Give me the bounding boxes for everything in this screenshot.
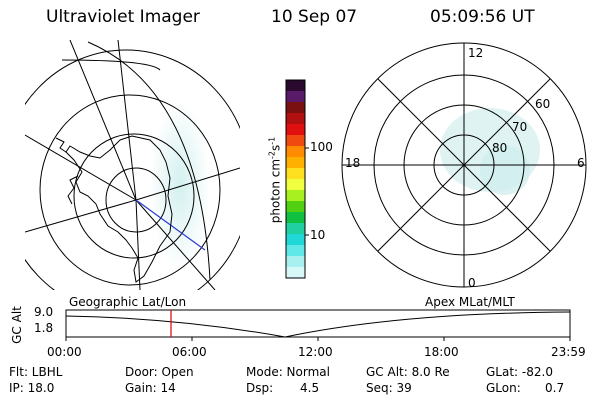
polar-label-12: 12 [468,46,484,60]
polar-label-80: 80 [492,141,508,155]
glon-value: 0.7 [545,381,565,395]
colorbar-band [286,146,305,158]
colorbar-band [286,245,305,257]
colorbar-label-exp2: -1 [267,136,277,145]
timeline-y-bottom: 1.8 [34,321,54,335]
colorbar [286,80,305,279]
aurora-emission [150,100,210,270]
colorbar-band [286,157,305,169]
right-panel-label: Apex MLat/MLT [425,295,515,309]
timeline-x-tick: 18:00 [424,345,459,359]
colorbar-label-unit: photon cm [268,158,283,224]
colorbar-tick-10: 10 [310,228,326,242]
colorbar-frame [285,79,306,279]
glat-status: GLat: -82.0 [486,365,553,379]
colorbar-label-s: s [268,144,283,151]
colorbar-band [286,168,305,180]
timeline-x-tick: 23:59 [551,345,586,359]
timeline-y-top: 9.0 [34,305,54,319]
gc-altitude-status: GC Alt: 8.0 Re [366,365,450,379]
mode-status: Mode: Normal [246,365,330,379]
colorbar-band [286,256,305,268]
colorbar-band [286,91,305,103]
title: Ultraviolet Imager [46,7,200,27]
polar-label-70: 70 [512,120,528,134]
polar-label-60: 60 [535,97,551,111]
door-status: Door: Open [125,365,194,379]
colorbar-tick-100: 100 [310,140,333,154]
timeline-axis-label: GC Alt [10,306,24,344]
sequence-status: Seq: 39 [366,381,412,395]
colorbar-label-exp1: -2 [267,150,277,159]
geographic-map [25,40,240,290]
gain-status: Gain: 14 [125,381,176,395]
time: 05:09:56 UT [430,7,535,27]
colorbar-band [286,80,305,92]
colorbar-band [286,212,305,224]
polar-label-0: 0 [468,276,476,290]
colorbar-band [286,201,305,213]
dsp-label: Dsp: [246,381,274,395]
colorbar-label: photon cm-2s-1 [268,137,283,224]
glon-label: GLon: [486,381,521,395]
colorbar-band [286,113,305,125]
ip-status: IP: 18.0 [9,381,55,395]
filter-status: Flt: LBHL [9,365,63,379]
colorbar-band [286,267,305,279]
altitude-curve [65,311,571,338]
dsp-value: 4.5 [300,381,320,395]
colorbar-band [286,124,305,136]
timeline-x-tick: 12:00 [298,345,333,359]
timeline-x-tick: 06:00 [172,345,207,359]
colorbar-band [286,102,305,114]
timeline-x-tick: 00:00 [47,345,82,359]
colorbar-band [286,135,305,147]
polar-label-6: 6 [577,156,585,170]
polar-label-18: 18 [345,156,361,170]
colorbar-band [286,190,305,202]
polar-plot [341,42,587,288]
colorbar-band [286,179,305,191]
left-panel-label: Geographic Lat/Lon [69,295,187,309]
colorbar-band [286,223,305,235]
colorbar-band [286,234,305,246]
date: 10 Sep 07 [271,7,358,27]
